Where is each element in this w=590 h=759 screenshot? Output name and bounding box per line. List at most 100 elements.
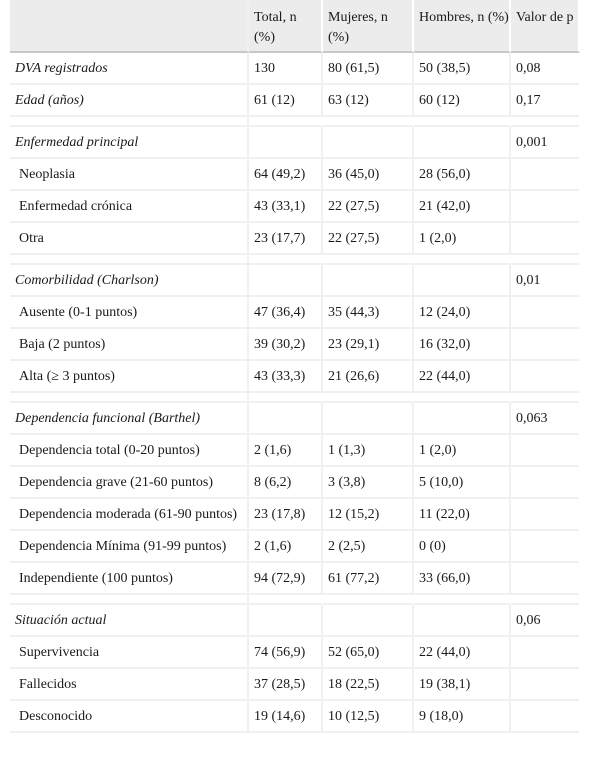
cell-hombres: 28 (56,0): [414, 159, 511, 191]
cell-total: 61 (12): [249, 85, 323, 117]
spacer-cell: [323, 393, 414, 403]
cell-variable: Independiente (100 puntos): [10, 563, 249, 595]
spacer-cell: [414, 595, 511, 605]
header-cell-hombres: Hombres, n (%): [414, 0, 511, 53]
cell-hombres: 5 (10,0): [414, 467, 511, 499]
cell-mujeres: 52 (65,0): [323, 637, 414, 669]
cell-total: 8 (6,2): [249, 467, 323, 499]
spacer-cell: [249, 255, 323, 265]
table-row: Otra 23 (17,7) 22 (27,5) 1 (2,0): [10, 223, 580, 255]
table-row: Ausente (0-1 puntos) 47 (36,4) 35 (44,3) 12…: [10, 297, 580, 329]
cell-hombres: 22 (44,0): [414, 637, 511, 669]
cell-total: [249, 605, 323, 637]
cell-p-value: 0,17: [511, 85, 580, 117]
spacer-cell: [414, 117, 511, 127]
spacer-cell: [323, 595, 414, 605]
cell-hombres: 22 (44,0): [414, 361, 511, 393]
cell-total: 43 (33,1): [249, 191, 323, 223]
cell-mujeres: 1 (1,3): [323, 435, 414, 467]
cell-p-value: [511, 329, 580, 361]
cell-variable: Fallecidos: [10, 669, 249, 701]
cell-variable: Desconocido: [10, 701, 249, 733]
cell-variable: Situación actual: [10, 605, 249, 637]
cell-total: [249, 127, 323, 159]
spacer-cell: [511, 393, 580, 403]
spacer-cell: [10, 595, 249, 605]
cell-p-value: [511, 669, 580, 701]
cell-variable: Dependencia moderada (61-90 puntos): [10, 499, 249, 531]
cell-total: 2 (1,6): [249, 531, 323, 563]
cell-mujeres: [323, 605, 414, 637]
table-row: Dependencia total (0-20 puntos) 2 (1,6) 1 …: [10, 435, 580, 467]
cell-hombres: 60 (12): [414, 85, 511, 117]
spacer-cell: [414, 393, 511, 403]
cell-total: 19 (14,6): [249, 701, 323, 733]
cell-variable: Neoplasia: [10, 159, 249, 191]
cell-hombres: 33 (66,0): [414, 563, 511, 595]
spacer-cell: [10, 393, 249, 403]
cell-p-value: [511, 223, 580, 255]
header-row: Total, n (%) Mujeres, n (%) Hombres, n (…: [10, 0, 580, 53]
cell-mujeres: 3 (3,8): [323, 467, 414, 499]
cell-total: 64 (49,2): [249, 159, 323, 191]
cell-hombres: [414, 127, 511, 159]
header-cell-mujeres: Mujeres, n (%): [323, 0, 414, 53]
section-row: Edad (años) 61 (12) 63 (12) 60 (12) 0,17: [10, 85, 580, 117]
cell-p-value: [511, 531, 580, 563]
header-cell-p-value: Valor de p: [511, 0, 580, 53]
cell-mujeres: 22 (27,5): [323, 191, 414, 223]
table-row: Independiente (100 puntos) 94 (72,9) 61 (7…: [10, 563, 580, 595]
cell-mujeres: 80 (61,5): [323, 53, 414, 85]
cell-hombres: 1 (2,0): [414, 223, 511, 255]
cell-p-value: [511, 563, 580, 595]
table-row: Dependencia moderada (61-90 puntos) 23 (1…: [10, 499, 580, 531]
cell-hombres: 12 (24,0): [414, 297, 511, 329]
cell-variable: Dependencia grave (21-60 puntos): [10, 467, 249, 499]
cell-p-value: [511, 361, 580, 393]
cell-total: 47 (36,4): [249, 297, 323, 329]
table-row: Desconocido 19 (14,6) 10 (12,5) 9 (18,0): [10, 701, 580, 733]
cell-total: 2 (1,6): [249, 435, 323, 467]
section-row: Enfermedad principal 0,001: [10, 127, 580, 159]
spacer-row: [10, 595, 580, 605]
table-row: Dependencia Mínima (91-99 puntos) 2 (1,6)…: [10, 531, 580, 563]
table-row: Alta (≥ 3 puntos) 43 (33,3) 21 (26,6) 22 (4…: [10, 361, 580, 393]
cell-variable: DVA registrados: [10, 53, 249, 85]
cell-mujeres: 23 (29,1): [323, 329, 414, 361]
cell-variable: Ausente (0-1 puntos): [10, 297, 249, 329]
cell-mujeres: 36 (45,0): [323, 159, 414, 191]
cell-total: 37 (28,5): [249, 669, 323, 701]
cell-mujeres: 18 (22,5): [323, 669, 414, 701]
spacer-cell: [249, 595, 323, 605]
table-row: Supervivencia 74 (56,9) 52 (65,0) 22 (44,0): [10, 637, 580, 669]
cell-variable: Comorbilidad (Charlson): [10, 265, 249, 297]
cell-mujeres: 12 (15,2): [323, 499, 414, 531]
cell-total: [249, 265, 323, 297]
cell-p-value: [511, 701, 580, 733]
cell-p-value: [511, 191, 580, 223]
cell-mujeres: 21 (26,6): [323, 361, 414, 393]
cell-variable: Baja (2 puntos): [10, 329, 249, 361]
cell-variable: Dependencia funcional (Barthel): [10, 403, 249, 435]
section-row: Dependencia funcional (Barthel) 0,063: [10, 403, 580, 435]
cell-variable: Dependencia total (0-20 puntos): [10, 435, 249, 467]
table-row: Neoplasia 64 (49,2) 36 (45,0) 28 (56,0): [10, 159, 580, 191]
section-row: Situación actual 0,06: [10, 605, 580, 637]
cell-hombres: 19 (38,1): [414, 669, 511, 701]
section-row: Comorbilidad (Charlson) 0,01: [10, 265, 580, 297]
spacer-cell: [511, 255, 580, 265]
cell-hombres: 50 (38,5): [414, 53, 511, 85]
spacer-row: [10, 393, 580, 403]
spacer-cell: [511, 595, 580, 605]
header-cell-variable: [10, 0, 249, 53]
spacer-row: [10, 117, 580, 127]
spacer-cell: [414, 255, 511, 265]
cell-mujeres: 35 (44,3): [323, 297, 414, 329]
cell-p-value: 0,001: [511, 127, 580, 159]
spacer-cell: [249, 393, 323, 403]
cell-total: [249, 403, 323, 435]
cell-total: 39 (30,2): [249, 329, 323, 361]
cell-p-value: 0,06: [511, 605, 580, 637]
spacer-cell: [10, 117, 249, 127]
cell-total: 23 (17,7): [249, 223, 323, 255]
